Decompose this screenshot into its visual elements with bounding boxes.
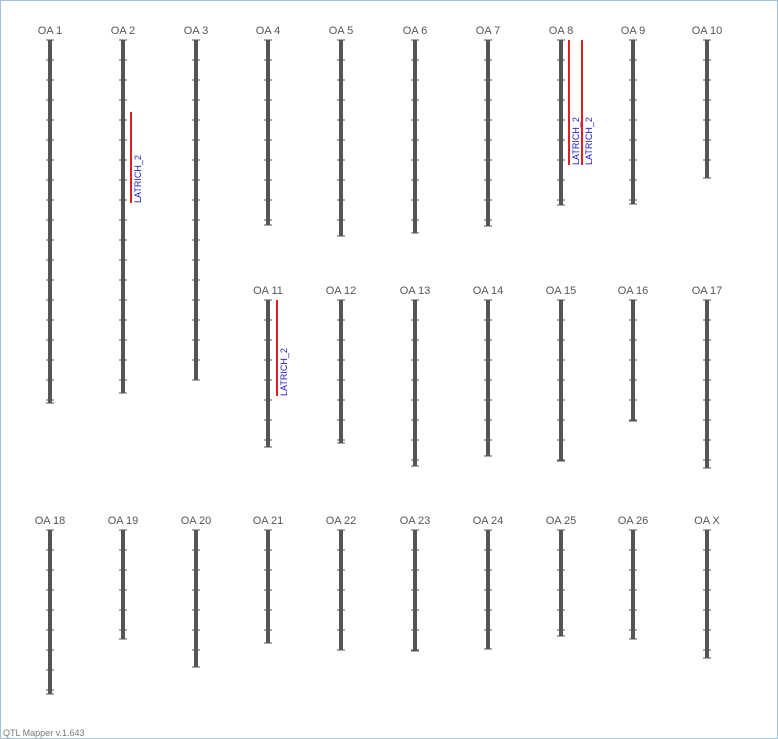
chromosome [266, 530, 270, 643]
chromosome [413, 300, 417, 466]
chromosome [194, 40, 198, 380]
chromosome-label: OA 23 [400, 515, 431, 527]
chromosome-label: OA 6 [403, 25, 427, 37]
chromosome-label: OA 8 [549, 25, 573, 37]
chromosome-label: OA 14 [473, 285, 504, 297]
qtl-label: LATRICH_2 [584, 117, 594, 165]
chromosome-label: OA 2 [111, 25, 135, 37]
chromosome-label: OA 25 [546, 515, 577, 527]
chromosome-label: OA 9 [621, 25, 645, 37]
chromosome-label: OA 21 [253, 515, 284, 527]
chromosome-label: OA 12 [326, 285, 357, 297]
chromosome-label: OA 11 [253, 285, 283, 297]
chromosome-label: OA 22 [326, 515, 357, 527]
chromosome-label: OA 1 [38, 25, 62, 37]
chromosome [486, 40, 490, 226]
qtl-label: LATRICH_2 [279, 348, 289, 396]
chromosome [48, 530, 52, 694]
chromosome-label: OA 7 [476, 25, 500, 37]
chromosome [194, 530, 198, 667]
chromosome [121, 40, 125, 393]
chromosome [266, 300, 270, 447]
qtl-label: LATRICH_2 [133, 155, 143, 203]
chromosome [705, 300, 709, 468]
chromosome-label: OA 20 [181, 515, 212, 527]
chromosome [48, 40, 52, 403]
chromosome-label: OA 16 [618, 285, 649, 297]
chromosome-label: OA X [694, 515, 720, 527]
chromosome [339, 300, 343, 443]
chromosome [705, 40, 709, 178]
chromosome [339, 40, 343, 236]
chromosome [121, 530, 125, 639]
chromosome [705, 530, 709, 658]
qtl-label: LATRICH_2 [571, 117, 581, 165]
chromosome [486, 300, 490, 456]
chromosome [559, 530, 563, 636]
chromosome [631, 40, 635, 204]
chromosome-label: OA 17 [692, 285, 723, 297]
chromosome [266, 40, 270, 225]
chromosome-label: OA 15 [546, 285, 577, 297]
chromosome [559, 40, 563, 205]
chromosome-label: OA 5 [329, 25, 353, 37]
chromosome-label: OA 26 [618, 515, 649, 527]
chromosome-label: OA 19 [108, 515, 139, 527]
footer: QTL Mapper v.1.643 [3, 728, 85, 738]
chromosome-label: OA 3 [184, 25, 208, 37]
chromosome [413, 40, 417, 233]
chromosome-label: OA 18 [35, 515, 66, 527]
chromosome-label: OA 4 [256, 25, 280, 37]
chromosome-label: OA 24 [473, 515, 504, 527]
chromosome-label: OA 10 [692, 25, 723, 37]
chromosome-label: OA 13 [400, 285, 431, 297]
chromosome [631, 530, 635, 639]
